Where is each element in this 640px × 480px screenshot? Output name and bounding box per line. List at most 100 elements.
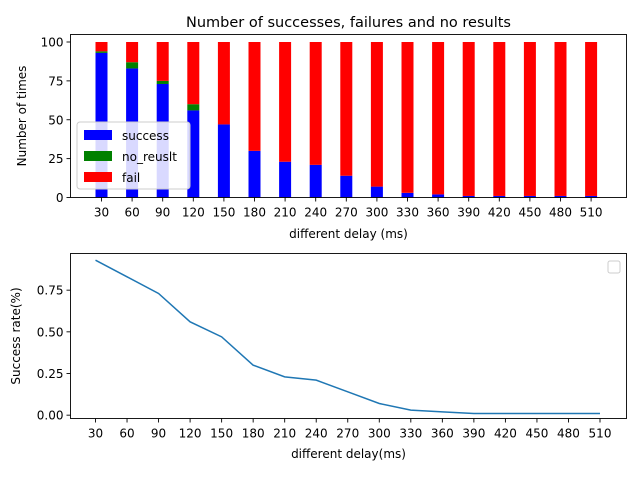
bar-fail-270 bbox=[340, 42, 353, 176]
x-tick-label: 30 bbox=[94, 206, 109, 220]
legend-box bbox=[607, 260, 621, 274]
x-axis-ticks: 30 60 90 120 150 180 210 240 270 300 330 360 390 420 4… bbox=[88, 418, 612, 441]
y-axis-label: Number of times bbox=[15, 66, 29, 167]
y-tick-label: 0.25 bbox=[37, 367, 64, 381]
x-tick-label: 450 bbox=[518, 206, 541, 220]
y-tick-label: 50 bbox=[48, 113, 63, 127]
line-chart: 0.00 0.25 0.50 0.75 30 60 90 120 150 180 210 240 27… bbox=[9, 253, 627, 461]
stacked-bar-chart: Number of successes, failures and no res… bbox=[15, 15, 627, 241]
x-tick-label: 420 bbox=[494, 427, 517, 441]
x-tick-label: 300 bbox=[368, 427, 391, 441]
x-tick-label: 240 bbox=[305, 427, 328, 441]
bar-no_reuslt-60 bbox=[126, 62, 139, 69]
x-tick-label: 390 bbox=[462, 427, 485, 441]
bar-fail-30 bbox=[95, 42, 108, 52]
y-axis-ticks: 0.00 0.25 0.50 0.75 bbox=[37, 284, 71, 423]
bar-fail-390 bbox=[462, 42, 475, 196]
y-tick-label: 0.00 bbox=[37, 409, 64, 423]
x-tick-label: 210 bbox=[274, 206, 297, 220]
legend-label: fail bbox=[122, 171, 140, 185]
plot-frame bbox=[70, 253, 627, 419]
bar-fail-60 bbox=[126, 42, 139, 63]
x-tick-label: 180 bbox=[242, 427, 265, 441]
y-tick-label: 100 bbox=[41, 36, 64, 50]
x-tick-label: 90 bbox=[151, 427, 166, 441]
x-tick-label: 510 bbox=[580, 206, 603, 220]
x-tick-label: 150 bbox=[210, 427, 233, 441]
bar-fail-420 bbox=[493, 42, 506, 196]
x-tick-label: 210 bbox=[273, 427, 296, 441]
bar-fail-450 bbox=[523, 42, 536, 196]
x-tick-label: 60 bbox=[119, 427, 134, 441]
bar-fail-510 bbox=[585, 42, 598, 196]
bar-fail-360 bbox=[432, 42, 445, 195]
y-tick-label: 25 bbox=[48, 152, 63, 166]
bar-success-180 bbox=[248, 150, 261, 198]
x-tick-label: 450 bbox=[525, 427, 548, 441]
x-tick-label: 330 bbox=[399, 427, 422, 441]
bar-success-210 bbox=[279, 161, 292, 198]
bar-fail-300 bbox=[370, 42, 383, 187]
bar-no_reuslt-90 bbox=[156, 80, 169, 84]
bar-no_reuslt-120 bbox=[187, 104, 200, 111]
bar-success-510 bbox=[585, 195, 598, 198]
x-tick-label: 120 bbox=[182, 206, 205, 220]
series-line bbox=[95, 259, 600, 415]
bar-fail-210 bbox=[279, 42, 292, 162]
bar-success-450 bbox=[523, 195, 536, 198]
x-tick-label: 480 bbox=[549, 206, 572, 220]
y-tick-label: 0.75 bbox=[37, 284, 64, 298]
bar-success-420 bbox=[493, 195, 506, 198]
x-tick-label: 360 bbox=[427, 206, 450, 220]
x-tick-label: 360 bbox=[431, 427, 454, 441]
chart-title: Number of successes, failures and no res… bbox=[186, 15, 511, 31]
bar-fail-90 bbox=[156, 42, 169, 81]
x-tick-label: 90 bbox=[155, 206, 170, 220]
bar-success-330 bbox=[401, 192, 414, 198]
x-tick-label: 510 bbox=[589, 427, 612, 441]
y-axis-label: Success rate(%) bbox=[9, 287, 23, 384]
legend-swatch bbox=[84, 151, 112, 161]
plot-frame bbox=[70, 34, 627, 198]
bar-fail-480 bbox=[554, 42, 567, 196]
x-tick-label: 270 bbox=[336, 427, 359, 441]
bar-no_reuslt-30 bbox=[95, 51, 108, 53]
x-tick-label: 420 bbox=[488, 206, 511, 220]
bar-success-240 bbox=[309, 164, 322, 198]
x-tick-label: 330 bbox=[396, 206, 419, 220]
x-axis-label: different delay(ms) bbox=[291, 447, 406, 461]
bar-success-480 bbox=[554, 195, 567, 198]
y-tick-label: 0.50 bbox=[37, 325, 64, 339]
bar-fail-180 bbox=[248, 42, 261, 151]
x-tick-label: 150 bbox=[212, 206, 235, 220]
bar-success-150 bbox=[217, 124, 230, 198]
legend-label: success bbox=[122, 129, 169, 143]
x-tick-label: 390 bbox=[457, 206, 480, 220]
bar-fail-120 bbox=[187, 42, 200, 105]
bar-success-300 bbox=[370, 186, 383, 198]
x-axis-label: different delay (ms) bbox=[289, 227, 408, 241]
bar-success-390 bbox=[462, 195, 475, 198]
x-tick-label: 120 bbox=[179, 427, 202, 441]
x-tick-label: 270 bbox=[335, 206, 358, 220]
bar-group bbox=[95, 42, 598, 198]
y-tick-label: 75 bbox=[48, 74, 63, 88]
y-axis-ticks: 0 25 50 75 100 bbox=[41, 36, 71, 205]
bar-success-270 bbox=[340, 175, 353, 198]
x-tick-label: 240 bbox=[304, 206, 327, 220]
x-tick-label: 480 bbox=[557, 427, 580, 441]
bar-fail-240 bbox=[309, 42, 322, 165]
x-tick-label: 60 bbox=[124, 206, 139, 220]
x-tick-label: 30 bbox=[88, 427, 103, 441]
bar-fail-330 bbox=[401, 42, 414, 193]
x-tick-label: 180 bbox=[243, 206, 266, 220]
bar-success-360 bbox=[432, 194, 445, 198]
legend-label: no_reuslt bbox=[122, 150, 177, 164]
y-tick-label: 0 bbox=[56, 191, 64, 205]
x-tick-label: 300 bbox=[365, 206, 388, 220]
legend-swatch bbox=[84, 172, 112, 182]
x-axis-ticks: 30 60 90 120 150 180 210 240 270 300 330 360 390 420 4… bbox=[94, 197, 603, 220]
bar-fail-150 bbox=[217, 42, 230, 125]
